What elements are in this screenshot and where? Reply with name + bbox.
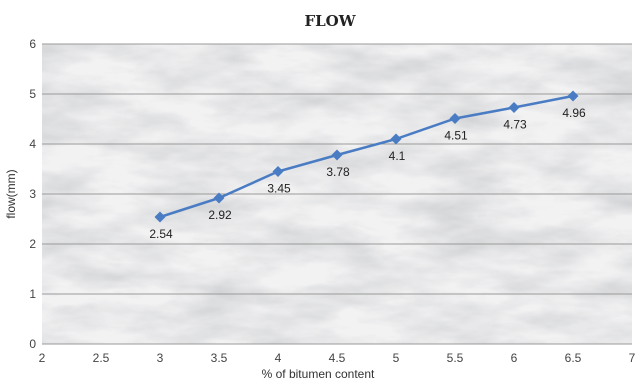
y-axis-ticks: 0 1 2 3 4 5 6 <box>29 37 36 351</box>
gridlines <box>42 43 632 345</box>
y-tick-label: 3 <box>29 187 36 201</box>
x-tick-label: 3.5 <box>211 351 228 365</box>
y-tick-label: 1 <box>29 287 36 301</box>
data-label: 3.45 <box>267 182 291 196</box>
data-point-marker <box>154 211 166 223</box>
x-tick-label: 3 <box>157 351 164 365</box>
data-label: 4.51 <box>444 129 468 143</box>
data-point-marker <box>331 149 343 161</box>
y-axis-label: flow(mm) <box>4 169 18 218</box>
data-point-marker <box>213 192 225 204</box>
data-point-marker <box>272 166 284 177</box>
data-point-marker <box>449 113 461 124</box>
x-tick-label: 2.5 <box>93 351 110 365</box>
data-label: 2.54 <box>149 227 173 241</box>
data-point-marker <box>390 133 402 145</box>
data-label: 4.73 <box>503 118 527 132</box>
x-tick-label: 4 <box>275 351 282 365</box>
y-tick-label: 2 <box>29 237 36 251</box>
x-tick-label: 5 <box>393 351 400 365</box>
y-tick-label: 4 <box>29 137 36 151</box>
data-label: 2.92 <box>208 208 232 222</box>
x-tick-label: 2 <box>39 351 46 365</box>
x-tick-label: 5.5 <box>447 351 464 365</box>
data-label: 3.78 <box>326 165 350 179</box>
y-tick-label: 6 <box>29 37 36 51</box>
y-tick-label: 0 <box>29 337 36 351</box>
data-label: 4.96 <box>562 106 586 120</box>
y-tick-label: 5 <box>29 87 36 101</box>
x-tick-label: 6 <box>511 351 518 365</box>
chart-title: FLOW <box>304 12 356 30</box>
series-layer: 2.54 2.92 3.45 3.78 4.1 4.51 4.73 4.96 <box>149 90 586 241</box>
x-axis-ticks: 2 2.5 3 3.5 4 4.5 5 5.5 6 6.5 7 <box>39 351 636 365</box>
data-point-marker <box>567 90 579 102</box>
series-line <box>158 94 575 219</box>
data-point-marker <box>508 102 520 113</box>
x-tick-label: 6.5 <box>565 351 582 365</box>
x-tick-label: 7 <box>629 351 636 365</box>
data-label: 4.1 <box>389 149 406 163</box>
x-tick-label: 4.5 <box>329 351 346 365</box>
x-axis-label: % of bitumen content <box>262 367 375 381</box>
